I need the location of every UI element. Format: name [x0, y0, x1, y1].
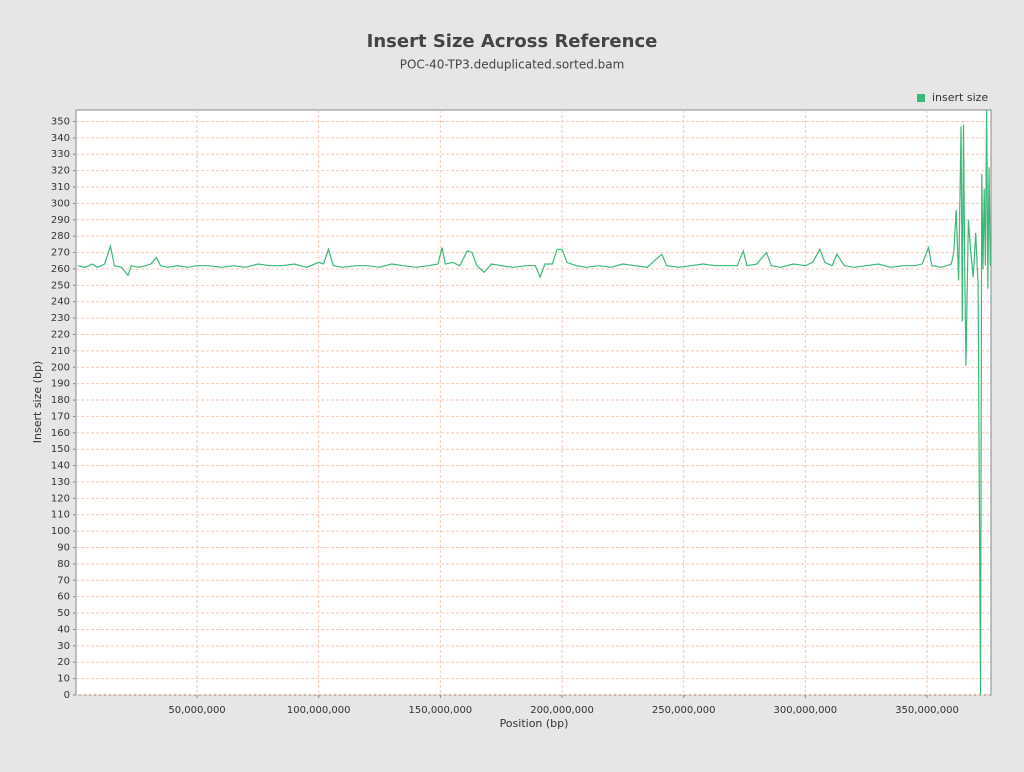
- y-tick-label: 80: [57, 559, 70, 570]
- y-tick-label: 110: [51, 510, 70, 521]
- x-axis-label: Position (bp): [500, 717, 569, 730]
- y-tick-label: 290: [51, 215, 70, 226]
- y-tick-label: 100: [51, 526, 70, 537]
- y-tick-label: 40: [57, 624, 70, 635]
- chart-title: Insert Size Across Reference: [367, 31, 658, 52]
- y-tick-label: 280: [51, 231, 70, 242]
- y-tick-label: 330: [51, 149, 70, 160]
- y-tick-label: 250: [51, 280, 70, 291]
- y-tick-label: 20: [57, 657, 70, 668]
- y-tick-label: 240: [51, 297, 70, 308]
- y-tick-label: 90: [57, 543, 70, 554]
- legend-label: insert size: [932, 91, 988, 104]
- legend-swatch: [917, 94, 925, 102]
- series-line: [77, 109, 991, 696]
- y-tick-label: 230: [51, 313, 70, 324]
- y-tick-label: 50: [57, 608, 70, 619]
- x-tick-label: 250,000,000: [652, 705, 716, 716]
- x-tick-label: 200,000,000: [530, 705, 594, 716]
- y-tick-label: 120: [51, 493, 70, 504]
- x-tick-label: 300,000,000: [774, 705, 838, 716]
- y-tick-label: 130: [51, 477, 70, 488]
- x-tick-label: 150,000,000: [409, 705, 473, 716]
- y-tick-label: 70: [57, 575, 70, 586]
- y-tick-label: 350: [51, 116, 70, 127]
- y-axis-label: Insert size (bp): [31, 361, 44, 443]
- x-tick-label: 50,000,000: [168, 705, 225, 716]
- chart-subtitle: POC-40-TP3.deduplicated.sorted.bam: [400, 58, 625, 72]
- y-tick-label: 30: [57, 641, 70, 652]
- x-tick-label: 350,000,000: [895, 705, 959, 716]
- y-tick-label: 140: [51, 461, 70, 472]
- y-tick-label: 300: [51, 198, 70, 209]
- y-tick-label: 170: [51, 411, 70, 422]
- y-tick-label: 0: [64, 690, 70, 701]
- y-tick-label: 60: [57, 592, 70, 603]
- y-tick-label: 210: [51, 346, 70, 357]
- y-tick-label: 270: [51, 248, 70, 259]
- y-tick-label: 220: [51, 329, 70, 340]
- y-tick-label: 320: [51, 166, 70, 177]
- y-tick-label: 160: [51, 428, 70, 439]
- y-tick-label: 200: [51, 362, 70, 373]
- x-tick-label: 100,000,000: [287, 705, 351, 716]
- plot-area: [75, 109, 992, 696]
- y-tick-label: 10: [57, 674, 70, 685]
- y-tick-label: 150: [51, 444, 70, 455]
- y-tick-label: 340: [51, 133, 70, 144]
- y-tick-label: 310: [51, 182, 70, 193]
- y-tick-label: 190: [51, 379, 70, 390]
- y-tick-label: 260: [51, 264, 70, 275]
- y-tick-label: 180: [51, 395, 70, 406]
